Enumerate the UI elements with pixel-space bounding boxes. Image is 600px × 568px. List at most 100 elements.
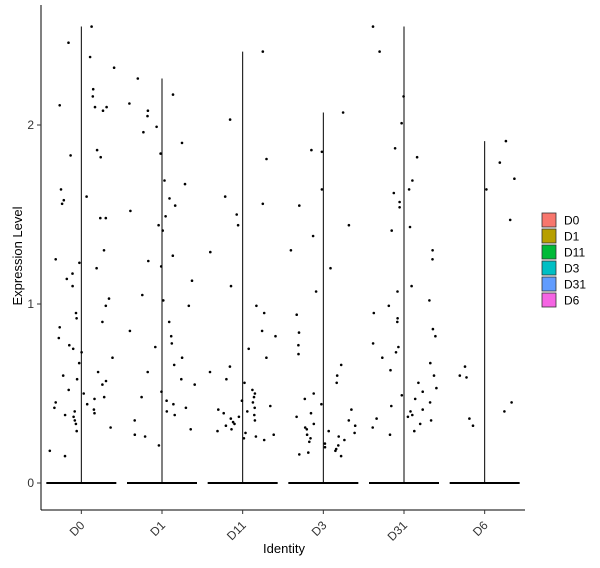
- data-point: [298, 453, 301, 456]
- data-point: [265, 356, 268, 360]
- data-point: [431, 249, 434, 252]
- y-tick-label: 1: [27, 297, 34, 311]
- data-point: [229, 284, 233, 288]
- plot-area: [46, 25, 520, 484]
- data-point: [432, 374, 436, 377]
- data-point: [320, 402, 323, 406]
- data-point: [398, 206, 401, 209]
- data-point: [458, 374, 462, 377]
- data-point: [396, 290, 399, 293]
- data-point: [58, 326, 61, 329]
- data-point: [372, 311, 376, 315]
- x-tick-label: D6: [470, 518, 491, 539]
- data-point: [262, 311, 266, 315]
- data-point: [78, 261, 81, 265]
- data-point: [410, 284, 413, 288]
- data-point: [165, 399, 168, 403]
- data-point: [320, 188, 324, 191]
- data-point: [187, 304, 191, 308]
- x-axis-title: Identity: [263, 541, 305, 556]
- data-point: [431, 327, 435, 331]
- data-point: [162, 299, 165, 302]
- data-point: [101, 383, 104, 386]
- data-point: [400, 121, 403, 125]
- data-point: [165, 410, 169, 413]
- data-point: [353, 431, 356, 435]
- data-point: [157, 444, 161, 447]
- legend: D0 D1 D11 D3 D31 D6: [541, 212, 586, 308]
- data-point: [323, 442, 327, 445]
- data-point: [261, 50, 265, 53]
- data-point: [429, 419, 433, 422]
- data-point: [54, 401, 57, 404]
- data-point: [307, 451, 310, 454]
- data-point: [510, 401, 513, 404]
- data-point: [146, 370, 149, 374]
- data-point: [75, 429, 78, 433]
- legend-label: D11: [564, 246, 585, 260]
- data-point: [335, 374, 339, 377]
- data-point: [417, 381, 420, 385]
- data-point: [402, 95, 405, 98]
- data-point: [105, 105, 108, 109]
- data-point: [347, 223, 351, 227]
- data-point: [240, 399, 244, 403]
- data-point: [140, 395, 143, 399]
- data-point: [415, 155, 419, 159]
- data-point: [320, 150, 324, 154]
- violin-group-D11: [207, 50, 278, 484]
- data-point: [485, 188, 488, 191]
- data-point: [408, 225, 412, 229]
- data-point: [63, 413, 67, 417]
- data-point: [184, 406, 188, 410]
- data-point: [388, 433, 392, 437]
- data-point: [128, 102, 131, 105]
- data-point: [242, 437, 246, 440]
- data-point: [429, 361, 432, 365]
- data-point: [190, 279, 194, 283]
- data-point: [172, 363, 176, 367]
- data-point: [128, 329, 132, 333]
- data-point: [183, 182, 187, 186]
- data-point: [67, 388, 70, 392]
- data-point: [133, 419, 136, 422]
- data-point: [223, 195, 227, 198]
- data-point: [53, 406, 56, 410]
- data-point: [167, 320, 171, 324]
- data-point: [104, 304, 108, 308]
- data-point: [75, 377, 79, 381]
- data-point: [133, 433, 137, 437]
- data-point: [468, 417, 471, 420]
- data-point: [392, 191, 396, 195]
- data-point: [421, 408, 425, 411]
- data-point: [343, 438, 346, 442]
- x-tick-label: D3: [309, 518, 330, 539]
- data-point: [498, 161, 502, 164]
- data-point: [99, 155, 102, 159]
- data-point: [295, 415, 298, 419]
- x-tick-label: D11: [224, 518, 249, 543]
- data-point: [387, 304, 391, 308]
- data-point: [101, 320, 104, 324]
- data-point: [143, 435, 147, 438]
- data-point: [172, 402, 175, 406]
- data-point: [329, 266, 332, 270]
- data-point: [298, 204, 301, 207]
- data-point: [163, 179, 166, 182]
- data-point: [168, 197, 171, 200]
- data-point: [371, 342, 375, 345]
- data-point: [418, 422, 422, 426]
- y-tick-label: 2: [27, 118, 34, 132]
- data-point: [73, 419, 77, 422]
- legend-key-D1: [541, 228, 557, 244]
- data-point: [308, 440, 311, 444]
- data-point: [57, 336, 61, 340]
- data-point: [428, 299, 431, 302]
- data-point: [217, 408, 220, 411]
- legend-key-D3: [541, 260, 557, 276]
- data-point: [303, 397, 307, 401]
- violin-group-D3: [288, 111, 359, 484]
- data-point: [230, 428, 233, 431]
- data-point: [262, 438, 266, 442]
- data-point: [74, 311, 78, 315]
